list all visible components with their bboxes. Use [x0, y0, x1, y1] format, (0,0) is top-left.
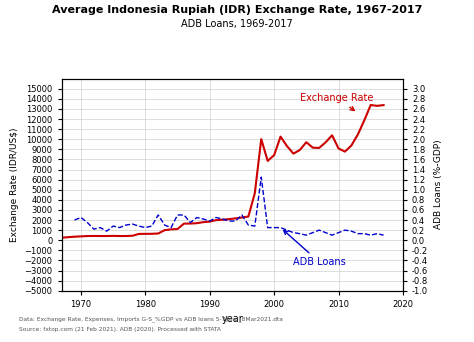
X-axis label: year: year: [221, 314, 243, 324]
Text: Average Indonesia Rupiah (IDR) Exchange Rate, 1967-2017: Average Indonesia Rupiah (IDR) Exchange …: [52, 5, 422, 15]
Text: Exchange Rate: Exchange Rate: [300, 93, 373, 110]
Text: Source: fxtop.com (21 Feb 2021). ADB (2020). Processed with STATA: Source: fxtop.com (21 Feb 2021). ADB (20…: [19, 327, 221, 332]
Text: ADB Loans: ADB Loans: [284, 231, 346, 267]
Y-axis label: Exchange Rate (IDR/US$): Exchange Rate (IDR/US$): [10, 128, 19, 242]
Y-axis label: ADB Loans (%-GDP): ADB Loans (%-GDP): [434, 140, 443, 229]
Text: ADB Loans, 1969-2017: ADB Loans, 1969-2017: [181, 19, 293, 29]
Text: Data: Exchange Rate, Expenses, Imports G-S_%GDP vs ADB loans 5-7year_8Mar2021.dt: Data: Exchange Rate, Expenses, Imports G…: [19, 316, 283, 322]
